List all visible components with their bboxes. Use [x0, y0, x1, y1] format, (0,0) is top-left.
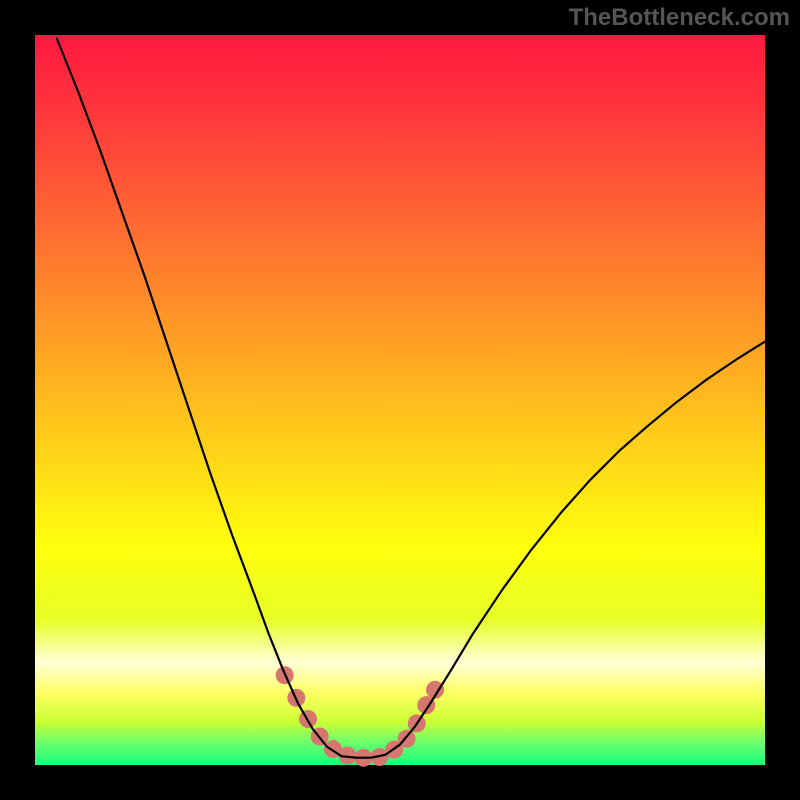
bottleneck-chart [0, 0, 800, 800]
watermark-text: TheBottleneck.com [569, 4, 790, 32]
chart-plot-bg [35, 35, 765, 765]
